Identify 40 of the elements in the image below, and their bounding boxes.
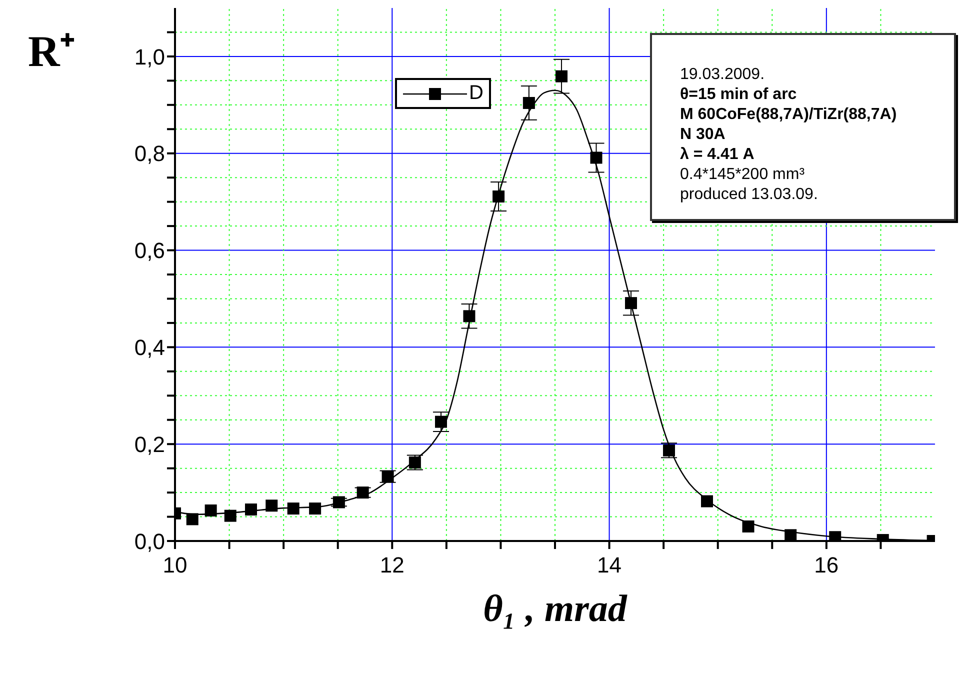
legend-label: D [469, 82, 484, 105]
point [332, 496, 345, 508]
annotation: λ = 4.41 A [680, 145, 756, 165]
point [382, 470, 394, 483]
point [556, 70, 568, 82]
point [204, 504, 217, 516]
y-tick-label: 0,8 [134, 141, 165, 166]
point [186, 513, 198, 526]
point [590, 152, 602, 164]
y-tick-label: 0,0 [134, 528, 165, 554]
point [309, 502, 322, 515]
y-tick-label: 0,4 [134, 334, 165, 360]
y-axis-title: R⁺ [28, 27, 75, 76]
annotation: N 30A [680, 125, 726, 145]
point [463, 310, 476, 322]
point [492, 190, 505, 202]
annotation: 19.03.2009. [680, 65, 766, 85]
y-tick-label: 0,2 [134, 432, 165, 457]
x-axis-title: θ₁ , mrad [483, 588, 628, 630]
point [522, 96, 535, 109]
x-tick-label: 10 [162, 552, 188, 578]
annotation: M 60CoFe(88,7A)/TiZr(88,7A) [680, 105, 898, 125]
x-tick-label: 16 [814, 552, 839, 578]
point [625, 297, 637, 310]
point [287, 502, 300, 515]
point [266, 500, 278, 512]
point [784, 529, 797, 541]
annotation: 0.4*145*200 mm³ [680, 165, 806, 185]
x-tick-label: 14 [597, 552, 622, 578]
y-tick-label: 0,6 [134, 238, 165, 264]
annotation: produced 13.03.09. [680, 185, 819, 205]
point [701, 495, 713, 508]
point [435, 416, 447, 428]
point [224, 510, 236, 522]
point [356, 486, 369, 499]
annotation: θ=15 min of arc [680, 85, 798, 105]
point [742, 520, 754, 532]
x-tick-label: 12 [380, 552, 404, 578]
y-tick-label: 1,0 [134, 44, 165, 70]
point [245, 504, 257, 516]
